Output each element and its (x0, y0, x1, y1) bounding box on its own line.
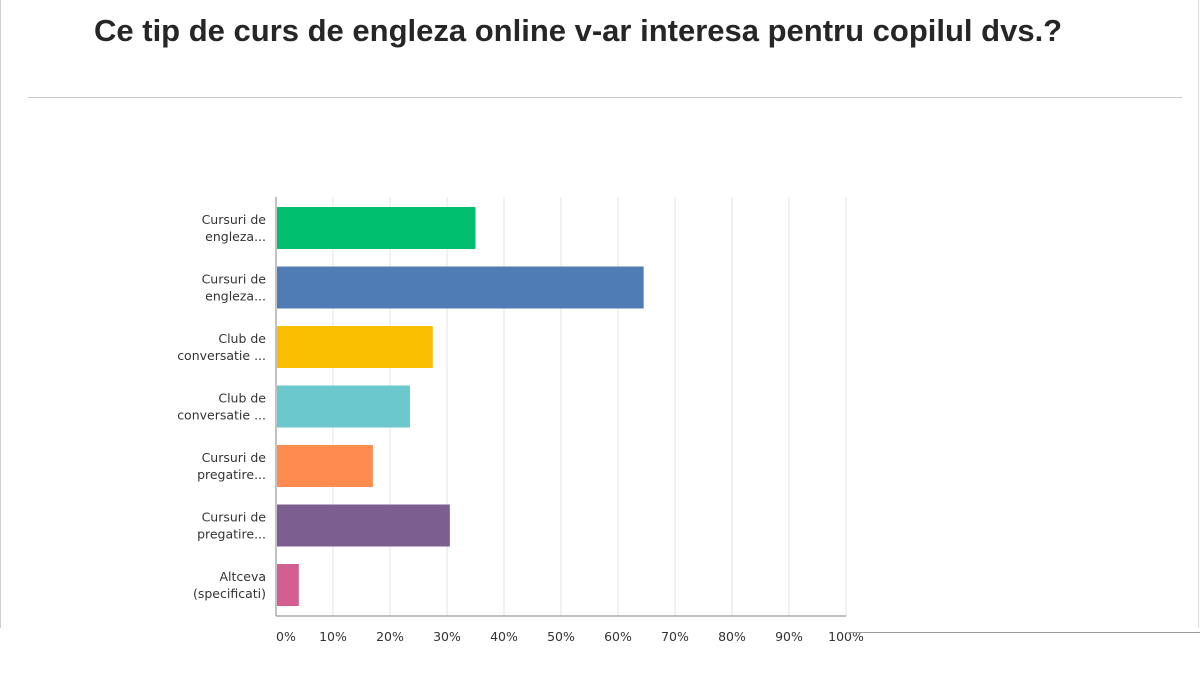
bar (277, 266, 644, 309)
category-label: pregatire... (197, 467, 266, 482)
x-tick-label: 50% (547, 629, 575, 644)
slide-right-border (1198, 0, 1199, 628)
bar (277, 326, 433, 368)
slide-title: Ce tip de curs de engleza online v-ar in… (94, 13, 1063, 48)
category-label: Cursuri de (202, 272, 267, 287)
x-tick-label: 90% (775, 629, 803, 644)
x-tick-label: 10% (319, 629, 347, 644)
category-label: (specificati) (193, 586, 266, 601)
category-label: conversatie ... (177, 348, 266, 363)
category-label: conversatie ... (177, 408, 266, 423)
title-divider (28, 97, 1182, 98)
bar (277, 207, 476, 249)
slide-left-border (0, 0, 1, 628)
x-tick-label: 60% (604, 629, 632, 644)
x-tick-label: 80% (718, 629, 746, 644)
category-label: Cursuri de (202, 212, 267, 227)
x-tick-label: 20% (376, 629, 404, 644)
x-tick-label: 30% (433, 629, 461, 644)
category-label: Cursuri de (202, 450, 267, 465)
bar (277, 385, 410, 428)
category-label: engleza... (205, 289, 266, 304)
category-label: Altceva (219, 569, 266, 584)
category-label: pregatire... (197, 527, 266, 542)
x-tick-label: 70% (661, 629, 689, 644)
bar (277, 445, 373, 487)
bar (277, 504, 450, 547)
category-label: Club de (218, 331, 266, 346)
category-label: Club de (218, 391, 266, 406)
bar (277, 564, 299, 606)
x-tick-label: 0% (276, 629, 296, 644)
x-tick-label: 40% (490, 629, 518, 644)
category-label: Cursuri de (202, 510, 267, 525)
bottom-divider (846, 632, 1200, 633)
category-label: engleza... (205, 229, 266, 244)
